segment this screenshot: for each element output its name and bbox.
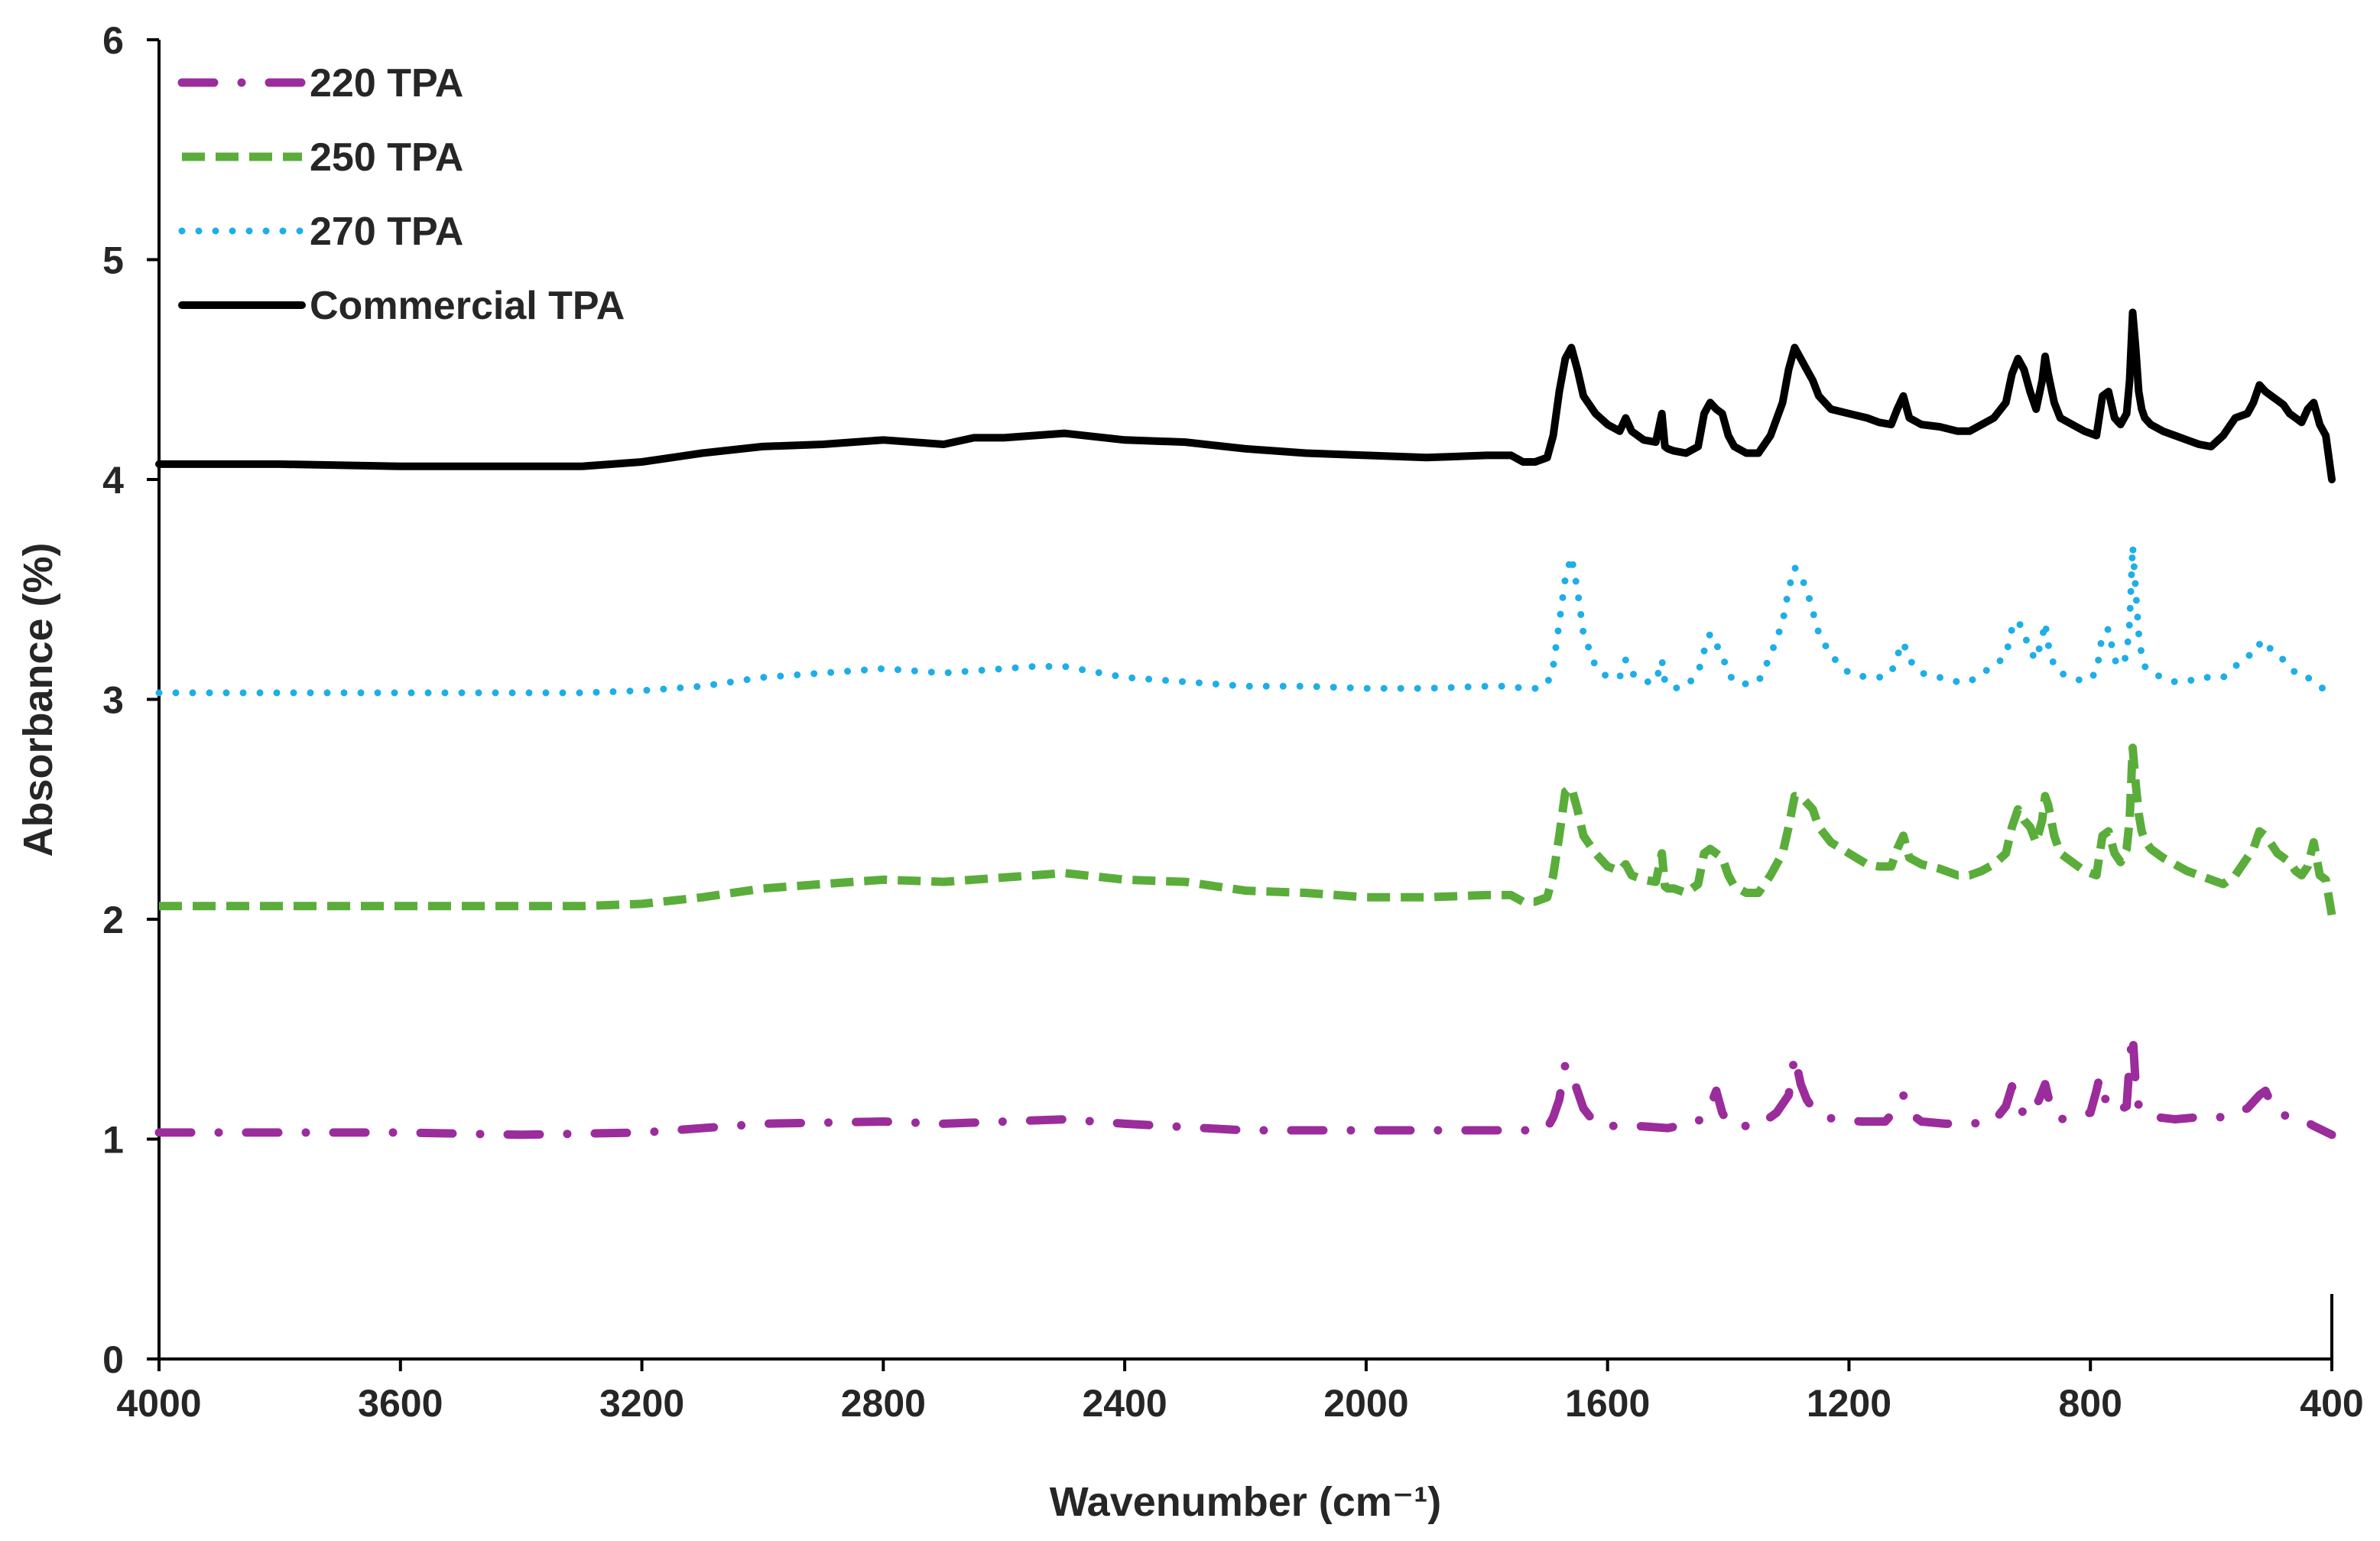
series-line-250-tpa [159, 743, 2336, 916]
axes: 4000 3600 3200 2800 2400 2000 1600 1200 800 400 0… [102, 19, 2364, 1425]
x-tick-label: 3600 [358, 1382, 443, 1425]
x-tick-label: 1600 [1565, 1382, 1650, 1425]
y-tick-label: 2 [102, 899, 124, 941]
y-ticks: 0 1 2 3 4 5 6 [102, 19, 159, 1381]
series-layer [154, 308, 2336, 1139]
y-tick-label: 1 [102, 1119, 124, 1162]
y-tick-label: 3 [102, 679, 124, 722]
legend-label: 220 TPA [310, 61, 463, 106]
series-line-220-tpa [154, 1029, 2336, 1139]
x-ticks: 4000 3600 3200 2800 2400 2000 1600 1200 800 400 [116, 1359, 2364, 1425]
legend: 220 TPA 250 TPA 270 TPA Commercial TPA [177, 61, 625, 328]
x-axis-title: Wavenumber (cm⁻¹) [1050, 1479, 1442, 1525]
legend-label: 250 TPA [310, 135, 463, 180]
x-tick-label: 3200 [599, 1382, 684, 1425]
x-tick-label: 2400 [1082, 1382, 1167, 1425]
x-tick-label: 4000 [116, 1382, 201, 1425]
legend-label: Commercial TPA [310, 284, 625, 328]
legend-label: 270 TPA [310, 210, 463, 254]
x-tick-label: 1200 [1807, 1382, 1891, 1425]
y-tick-label: 0 [102, 1338, 124, 1381]
y-tick-label: 6 [102, 19, 124, 62]
series-line-commercial-tpa [155, 308, 2336, 483]
x-tick-label: 800 [2059, 1382, 2122, 1425]
x-tick-label: 2800 [841, 1382, 926, 1425]
y-axis-title: Absorbance (%) [15, 542, 61, 857]
series-line-270-tpa [155, 541, 2336, 703]
y-tick-label: 5 [102, 239, 124, 282]
x-tick-label: 400 [2300, 1382, 2363, 1425]
y-tick-label: 4 [102, 459, 124, 502]
x-tick-label: 2000 [1323, 1382, 1408, 1425]
